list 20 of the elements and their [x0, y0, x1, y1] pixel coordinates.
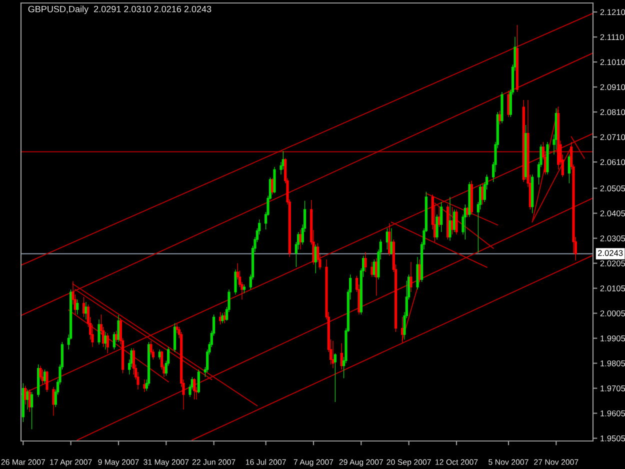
y-tick-label: 2.0405 [600, 210, 625, 216]
y-tick-label: 1.9805 [600, 360, 625, 366]
y-tick-label: 1.9705 [600, 385, 625, 392]
y-tick-label: 2.0105 [600, 285, 625, 292]
ref-line-label: 2.0243 [598, 250, 623, 256]
y-tick-label: 2.0005 [600, 310, 625, 316]
y-tick-label: 2.0305 [600, 235, 625, 242]
y-tick-label: 1.9505 [600, 435, 625, 442]
y-tick-label: 2.0910 [600, 84, 625, 90]
y-tick-label: 2.0205 [600, 260, 625, 266]
y-tick-label: 2.0810 [600, 109, 625, 116]
y-tick-label: 2.1110 [600, 34, 624, 40]
y-tick-label: 2.1010 [600, 59, 625, 66]
y-tick-label: 2.0710 [600, 134, 625, 140]
y-tick-label: 2.0610 [600, 159, 625, 166]
y-tick-label: 2.0505 [600, 185, 625, 192]
y-tick-label: 2.1210 [600, 9, 625, 16]
chart-title: GBPUSD,Daily 2.0291 2.0310 2.0216 2.0243 [28, 6, 212, 14]
y-tick-label: 1.9905 [600, 335, 625, 342]
y-tick-label: 1.9605 [600, 410, 625, 416]
